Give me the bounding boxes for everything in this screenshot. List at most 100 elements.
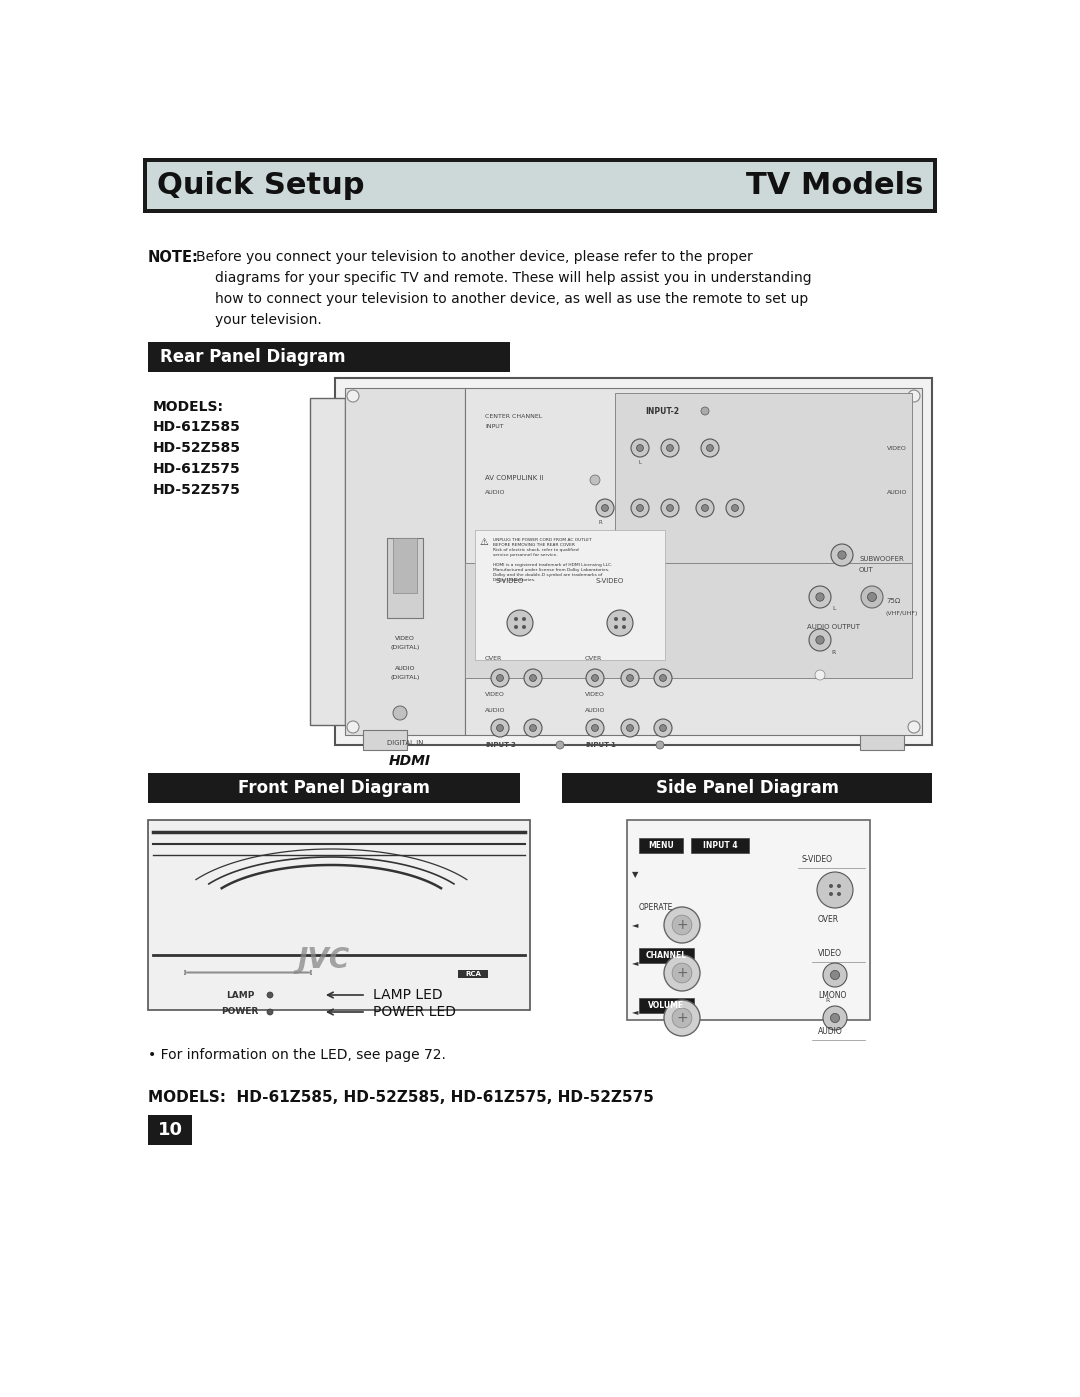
Circle shape [592,675,598,682]
Bar [345,388,465,735]
Text: ◄: ◄ [632,958,638,968]
Text: OVER: OVER [485,655,502,661]
Text: OUT: OUT [859,567,874,573]
Text: POWER: POWER [221,1007,258,1017]
Circle shape [347,721,359,733]
Circle shape [622,624,626,629]
Circle shape [497,675,503,682]
Circle shape [829,884,833,888]
Bar [143,158,937,212]
Circle shape [347,390,359,402]
Bar [393,538,417,592]
Text: (VHF/UHF): (VHF/UHF) [886,610,918,616]
Bar [458,970,488,978]
Circle shape [656,740,664,749]
Circle shape [267,992,273,997]
Circle shape [726,499,744,517]
Text: POWER LED: POWER LED [373,1004,456,1018]
Text: (DIGITAL): (DIGITAL) [390,676,420,680]
Circle shape [660,675,666,682]
Circle shape [823,963,847,988]
Bar [562,773,932,803]
Bar [148,820,530,1010]
Text: ◄: ◄ [632,921,638,929]
Text: ◄: ◄ [632,1007,638,1017]
Bar [860,731,904,750]
Circle shape [507,610,534,636]
Text: +: + [676,965,688,981]
Text: INPUT 4: INPUT 4 [703,841,738,849]
Text: JVC: JVC [298,946,350,974]
Text: 75Ω: 75Ω [886,598,901,604]
Text: TV Models: TV Models [745,170,923,200]
Text: UNPLUG THE POWER CORD FROM AC OUTLET
BEFORE REMOVING THE REAR COVER
Risk of elec: UNPLUG THE POWER CORD FROM AC OUTLET BEF… [492,538,612,583]
Circle shape [607,610,633,636]
Text: VIDEO: VIDEO [818,949,842,957]
Bar [465,388,922,735]
Circle shape [867,592,877,602]
Text: AUDIO: AUDIO [887,490,907,496]
Text: LMONO: LMONO [818,990,847,999]
Text: your television.: your television. [215,313,322,327]
Text: +: + [676,1011,688,1025]
Circle shape [596,499,615,517]
Text: ▼: ▼ [632,870,638,880]
Circle shape [731,504,739,511]
Circle shape [631,499,649,517]
FancyBboxPatch shape [185,970,311,975]
Circle shape [586,669,604,687]
Bar [627,820,870,1020]
Circle shape [524,719,542,738]
Circle shape [661,499,679,517]
Text: RCA: RCA [465,971,481,977]
Circle shape [701,407,708,415]
Text: OVER: OVER [585,655,603,661]
Text: Front Panel Diagram: Front Panel Diagram [238,780,430,798]
Text: S-VIDEO: S-VIDEO [495,578,523,584]
Text: diagrams for your specific TV and remote. These will help assist you in understa: diagrams for your specific TV and remote… [215,271,812,285]
Circle shape [621,669,639,687]
Circle shape [615,617,618,622]
Text: S-VIDEO: S-VIDEO [802,855,833,865]
Circle shape [701,439,719,457]
Text: +: + [676,918,688,932]
Circle shape [524,669,542,687]
Text: R: R [832,651,836,655]
Text: AUDIO: AUDIO [585,708,606,714]
Circle shape [660,725,666,732]
Text: HD-61Z585: HD-61Z585 [153,420,241,434]
Circle shape [666,444,674,451]
Circle shape [631,439,649,457]
Circle shape [908,721,920,733]
Circle shape [702,504,708,511]
Text: R: R [598,521,602,525]
Circle shape [491,669,509,687]
Circle shape [491,719,509,738]
Circle shape [664,956,700,990]
Circle shape [837,893,841,895]
Circle shape [514,624,518,629]
Bar [148,342,510,372]
Circle shape [586,719,604,738]
Bar [639,838,683,854]
Text: INPUT-3: INPUT-3 [485,742,516,747]
Circle shape [816,872,853,908]
Circle shape [636,504,644,511]
Text: INPUT-1: INPUT-1 [585,742,616,747]
Text: (DIGITAL): (DIGITAL) [390,645,420,651]
Text: MODELS:  HD-61Z585, HD-52Z585, HD-61Z575, HD-52Z575: MODELS: HD-61Z585, HD-52Z585, HD-61Z575,… [148,1090,653,1105]
Text: VIDEO: VIDEO [395,636,415,640]
Text: SUBWOOFER: SUBWOOFER [859,556,904,562]
Circle shape [522,624,526,629]
Text: MODELS:: MODELS: [153,400,224,414]
Circle shape [602,504,608,511]
Circle shape [837,884,841,888]
Text: HD-52Z575: HD-52Z575 [153,483,241,497]
Text: HDMI: HDMI [389,754,431,768]
Circle shape [815,671,825,680]
Circle shape [672,915,692,935]
Circle shape [514,617,518,622]
Circle shape [838,550,847,559]
Circle shape [815,592,824,601]
Text: L: L [638,461,642,465]
